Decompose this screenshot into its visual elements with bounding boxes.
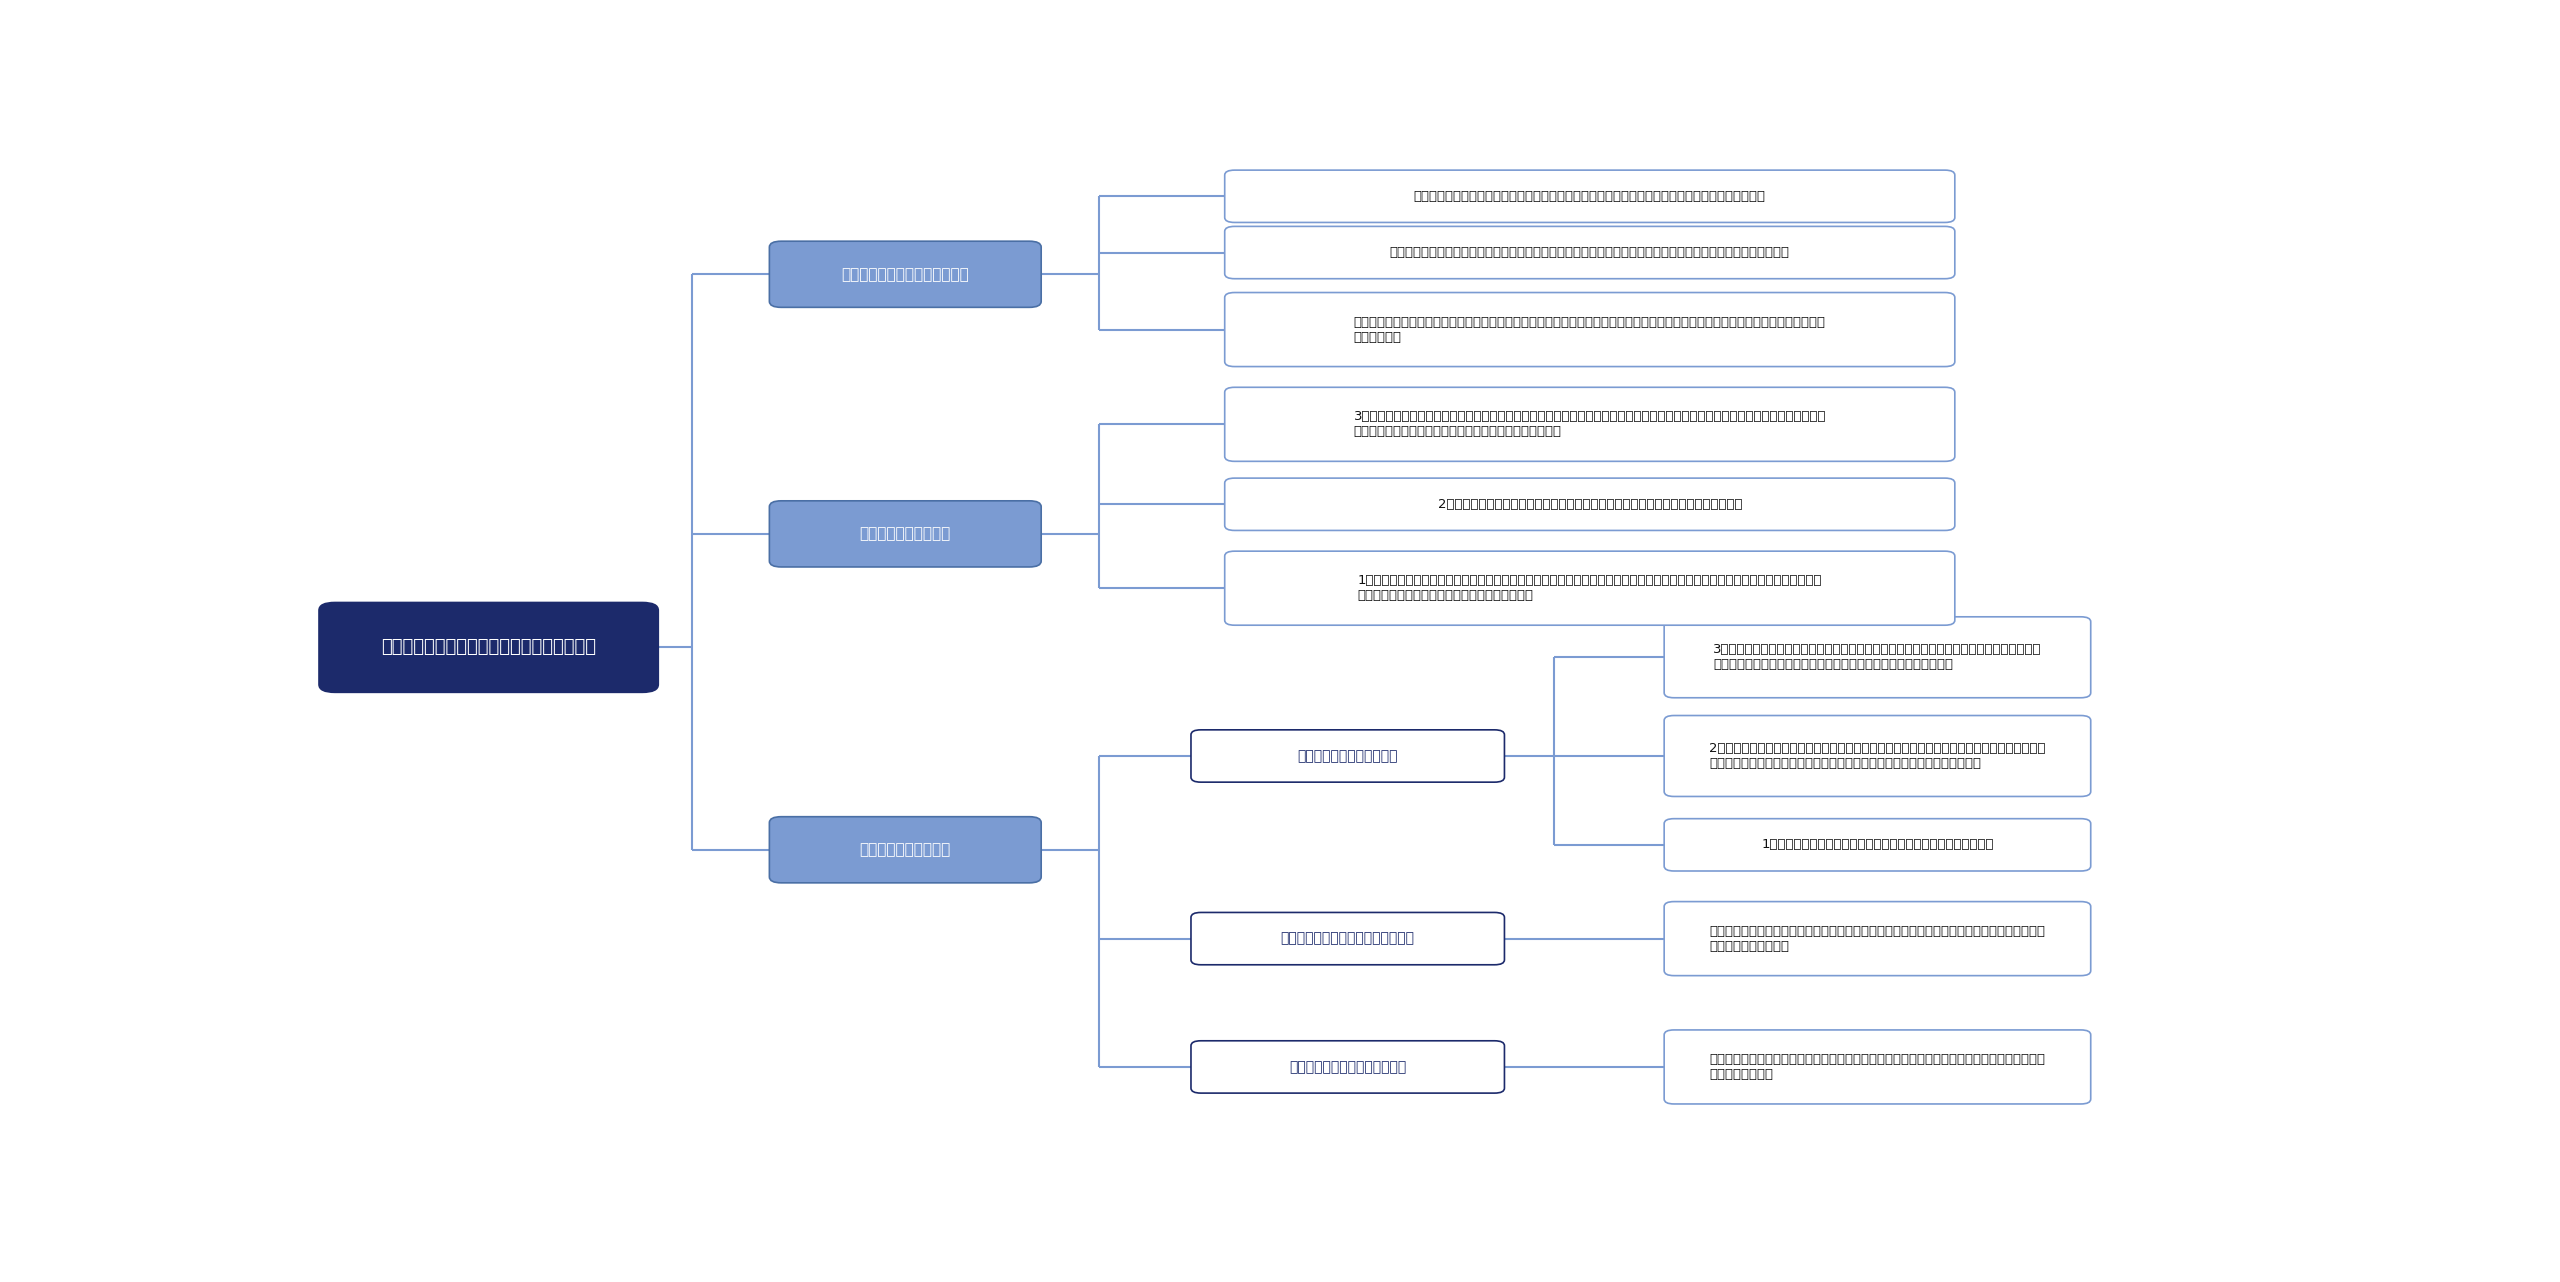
Text: 2．国家司法考试体系是一国国内法构成的体系，不包括完整意义的国际法即国际公法: 2．国家司法考试体系是一国国内法构成的体系，不包括完整意义的国际法即国际公法 — [1439, 497, 1741, 510]
Text: 一般认为划分国家司法考试部门的主要标准是法律所调整的不同社会关系，即调整对象；其次是
国家司法考试调整方法: 一般认为划分国家司法考试部门的主要标准是法律所调整的不同社会关系，即调整对象；其… — [1710, 924, 2045, 953]
Text: 二、国家司法考试体系: 二、国家司法考试体系 — [860, 527, 950, 541]
FancyBboxPatch shape — [1224, 171, 1956, 223]
FancyBboxPatch shape — [1664, 819, 2092, 870]
Text: 1．公法与私法的划分，最早是由古罗马法学家乌尔比安提出来的: 1．公法与私法的划分，最早是由古罗马法学家乌尔比安提出来的 — [1761, 838, 1994, 851]
FancyBboxPatch shape — [771, 817, 1042, 883]
FancyBboxPatch shape — [1224, 292, 1956, 367]
Text: 1．国家司法考试体系，也称为部门法体系，是指一国全部现行国家司法考试规范，按照一定的标准和原则，划分为不同的国家司法
考试部门而形成的内部和谐一致、有机联系的整: 1．国家司法考试体系，也称为部门法体系，是指一国全部现行国家司法考试规范，按照一… — [1357, 574, 1823, 603]
FancyBboxPatch shape — [1190, 913, 1505, 965]
Text: 一、国家司法考试部门: 一、国家司法考试部门 — [860, 842, 950, 858]
FancyBboxPatch shape — [1224, 551, 1956, 626]
Text: 三、当代中国国家司法考试体系: 三、当代中国国家司法考试体系 — [842, 267, 970, 282]
Text: 2．到目前为止，大陆法系的法学理论中并没有形成普遍可接受的单一的公法与私法的区分标准
，但是现在公认的公法部门包括了宪法和行政法等，私法包括了民法和商法等: 2．到目前为止，大陆法系的法学理论中并没有形成普遍可接受的单一的公法与私法的区分… — [1710, 742, 2045, 770]
Text: （二）划分国家司法考试部门的标准: （二）划分国家司法考试部门的标准 — [1280, 932, 1416, 946]
FancyBboxPatch shape — [320, 603, 658, 692]
FancyBboxPatch shape — [1664, 617, 2092, 697]
Text: 当代中国的国家司法考试体系，部门齐全、层次分明、结构协调、体例科学，主要由七个国家司法考试部门和三个不同层级的国家司法
考试规范构成: 当代中国的国家司法考试体系，部门齐全、层次分明、结构协调、体例科学，主要由七个国… — [1354, 315, 1825, 344]
FancyBboxPatch shape — [771, 501, 1042, 567]
FancyBboxPatch shape — [1664, 715, 2092, 796]
Text: 3．随着社会的发展，出现了国家利益和私人利益之外独立的社会利益，国家司法考试社会化
现象出现，形成了一种新的国家司法考试即社会法，如社会保障法等: 3．随着社会的发展，出现了国家利益和私人利益之外独立的社会利益，国家司法考试社会… — [1713, 644, 2043, 672]
Text: 七个国家司法考试部门是：宪法及宪法相关法、民法商法、行政法、经济法、社会法、刑法、诉讼与非诉讼程序法: 七个国家司法考试部门是：宪法及宪法相关法、民法商法、行政法、经济法、社会法、刑法… — [1390, 246, 1789, 259]
Text: 三个不同层级的国家司法考试规范是：国家司法考试、行政法规、地方性法规、自治条例和单行条例: 三个不同层级的国家司法考试规范是：国家司法考试、行政法规、地方性法规、自治条例和… — [1413, 190, 1766, 203]
FancyBboxPatch shape — [771, 241, 1042, 308]
FancyBboxPatch shape — [1664, 1029, 2092, 1104]
Text: 国家司法考试部门，也称部门法，是根据一定标准和原则所划定的调整同一类社会关系的国家司
法考试规范的总称: 国家司法考试部门，也称部门法，是根据一定标准和原则所划定的调整同一类社会关系的国… — [1710, 1053, 2045, 1081]
FancyBboxPatch shape — [1224, 478, 1956, 531]
Text: 3．国家司法考试体系是一国现行法构成的体系，反映一国国家司法考试的现实状况，它不包括历史上废止的已经不再有效的国家司法
考试，也不包括尚待制定、还没有制定生效的: 3．国家司法考试体系是一国现行法构成的体系，反映一国国家司法考试的现实状况，它不… — [1354, 410, 1825, 438]
FancyBboxPatch shape — [1224, 227, 1956, 278]
Text: （三）公法、私法与社会法: （三）公法、私法与社会法 — [1298, 749, 1398, 763]
FancyBboxPatch shape — [1190, 729, 1505, 782]
FancyBboxPatch shape — [1190, 1041, 1505, 1094]
Text: 《法理学》知识点：国家司法考试部门与体系: 《法理学》知识点：国家司法考试部门与体系 — [381, 638, 596, 656]
FancyBboxPatch shape — [1224, 387, 1956, 462]
FancyBboxPatch shape — [1664, 901, 2092, 976]
Text: （一）国家司法考试部门的含义: （一）国家司法考试部门的含义 — [1290, 1060, 1405, 1074]
